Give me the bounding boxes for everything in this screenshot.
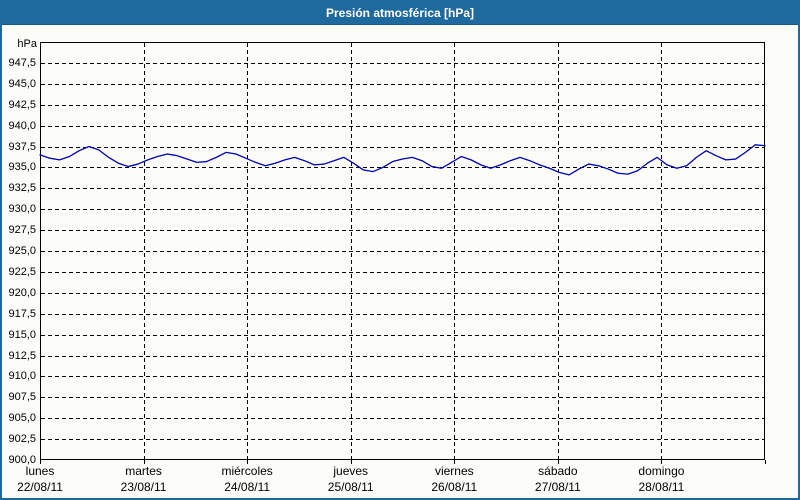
- y-tick-label: 947,5: [8, 56, 36, 69]
- y-tick-label: 915,0: [8, 328, 36, 341]
- x-day-label: sábado: [538, 464, 578, 478]
- x-date-label: 22/08/11: [17, 480, 63, 494]
- x-date-label: 23/08/11: [120, 480, 167, 494]
- chart-title-bar: Presión atmosférica [hPa]: [2, 2, 798, 25]
- x-day-label: miércoles: [221, 464, 273, 478]
- y-tick-label: 922,5: [8, 265, 36, 278]
- y-tick-label: 937,5: [8, 140, 36, 153]
- y-tick-label: 940,0: [8, 119, 36, 132]
- y-tick-label: 927,5: [8, 224, 36, 237]
- x-date-label: 25/08/11: [327, 480, 374, 494]
- y-tick-label: 945,0: [8, 77, 36, 90]
- y-tick-label: 935,0: [8, 161, 36, 174]
- y-tick-label: 912,5: [8, 349, 36, 362]
- x-date-label: 26/08/11: [431, 480, 478, 494]
- y-tick-label: 925,0: [8, 245, 36, 257]
- chart-title: Presión atmosférica [hPa]: [325, 6, 475, 20]
- x-day-label: domingo: [638, 464, 685, 478]
- x-date-label: 24/08/11: [224, 480, 271, 494]
- y-tick-label: 902,5: [8, 433, 36, 446]
- y-axis-unit-label: hPa: [17, 38, 37, 50]
- plot-border: [40, 42, 765, 460]
- x-day-label: viernes: [434, 464, 474, 478]
- y-tick-label: 900,0: [8, 454, 36, 466]
- x-day-label: lunes: [25, 464, 55, 478]
- x-date-label: 27/08/11: [534, 480, 581, 494]
- y-tick-label: 942,5: [8, 98, 36, 111]
- x-day-label: martes: [125, 464, 162, 478]
- y-tick-label: 917,5: [8, 307, 36, 320]
- y-tick-label: 910,0: [8, 370, 36, 383]
- y-tick-label: 930,0: [8, 203, 36, 216]
- y-tick-label: 907,5: [8, 391, 36, 404]
- y-tick-label: 932,5: [8, 182, 36, 195]
- y-tick-label: 920,0: [8, 286, 36, 299]
- x-day-label: jueves: [333, 464, 369, 478]
- pressure-line: [39, 144, 766, 176]
- x-date-label: 28/08/11: [638, 480, 685, 494]
- y-tick-label: 905,0: [8, 412, 36, 425]
